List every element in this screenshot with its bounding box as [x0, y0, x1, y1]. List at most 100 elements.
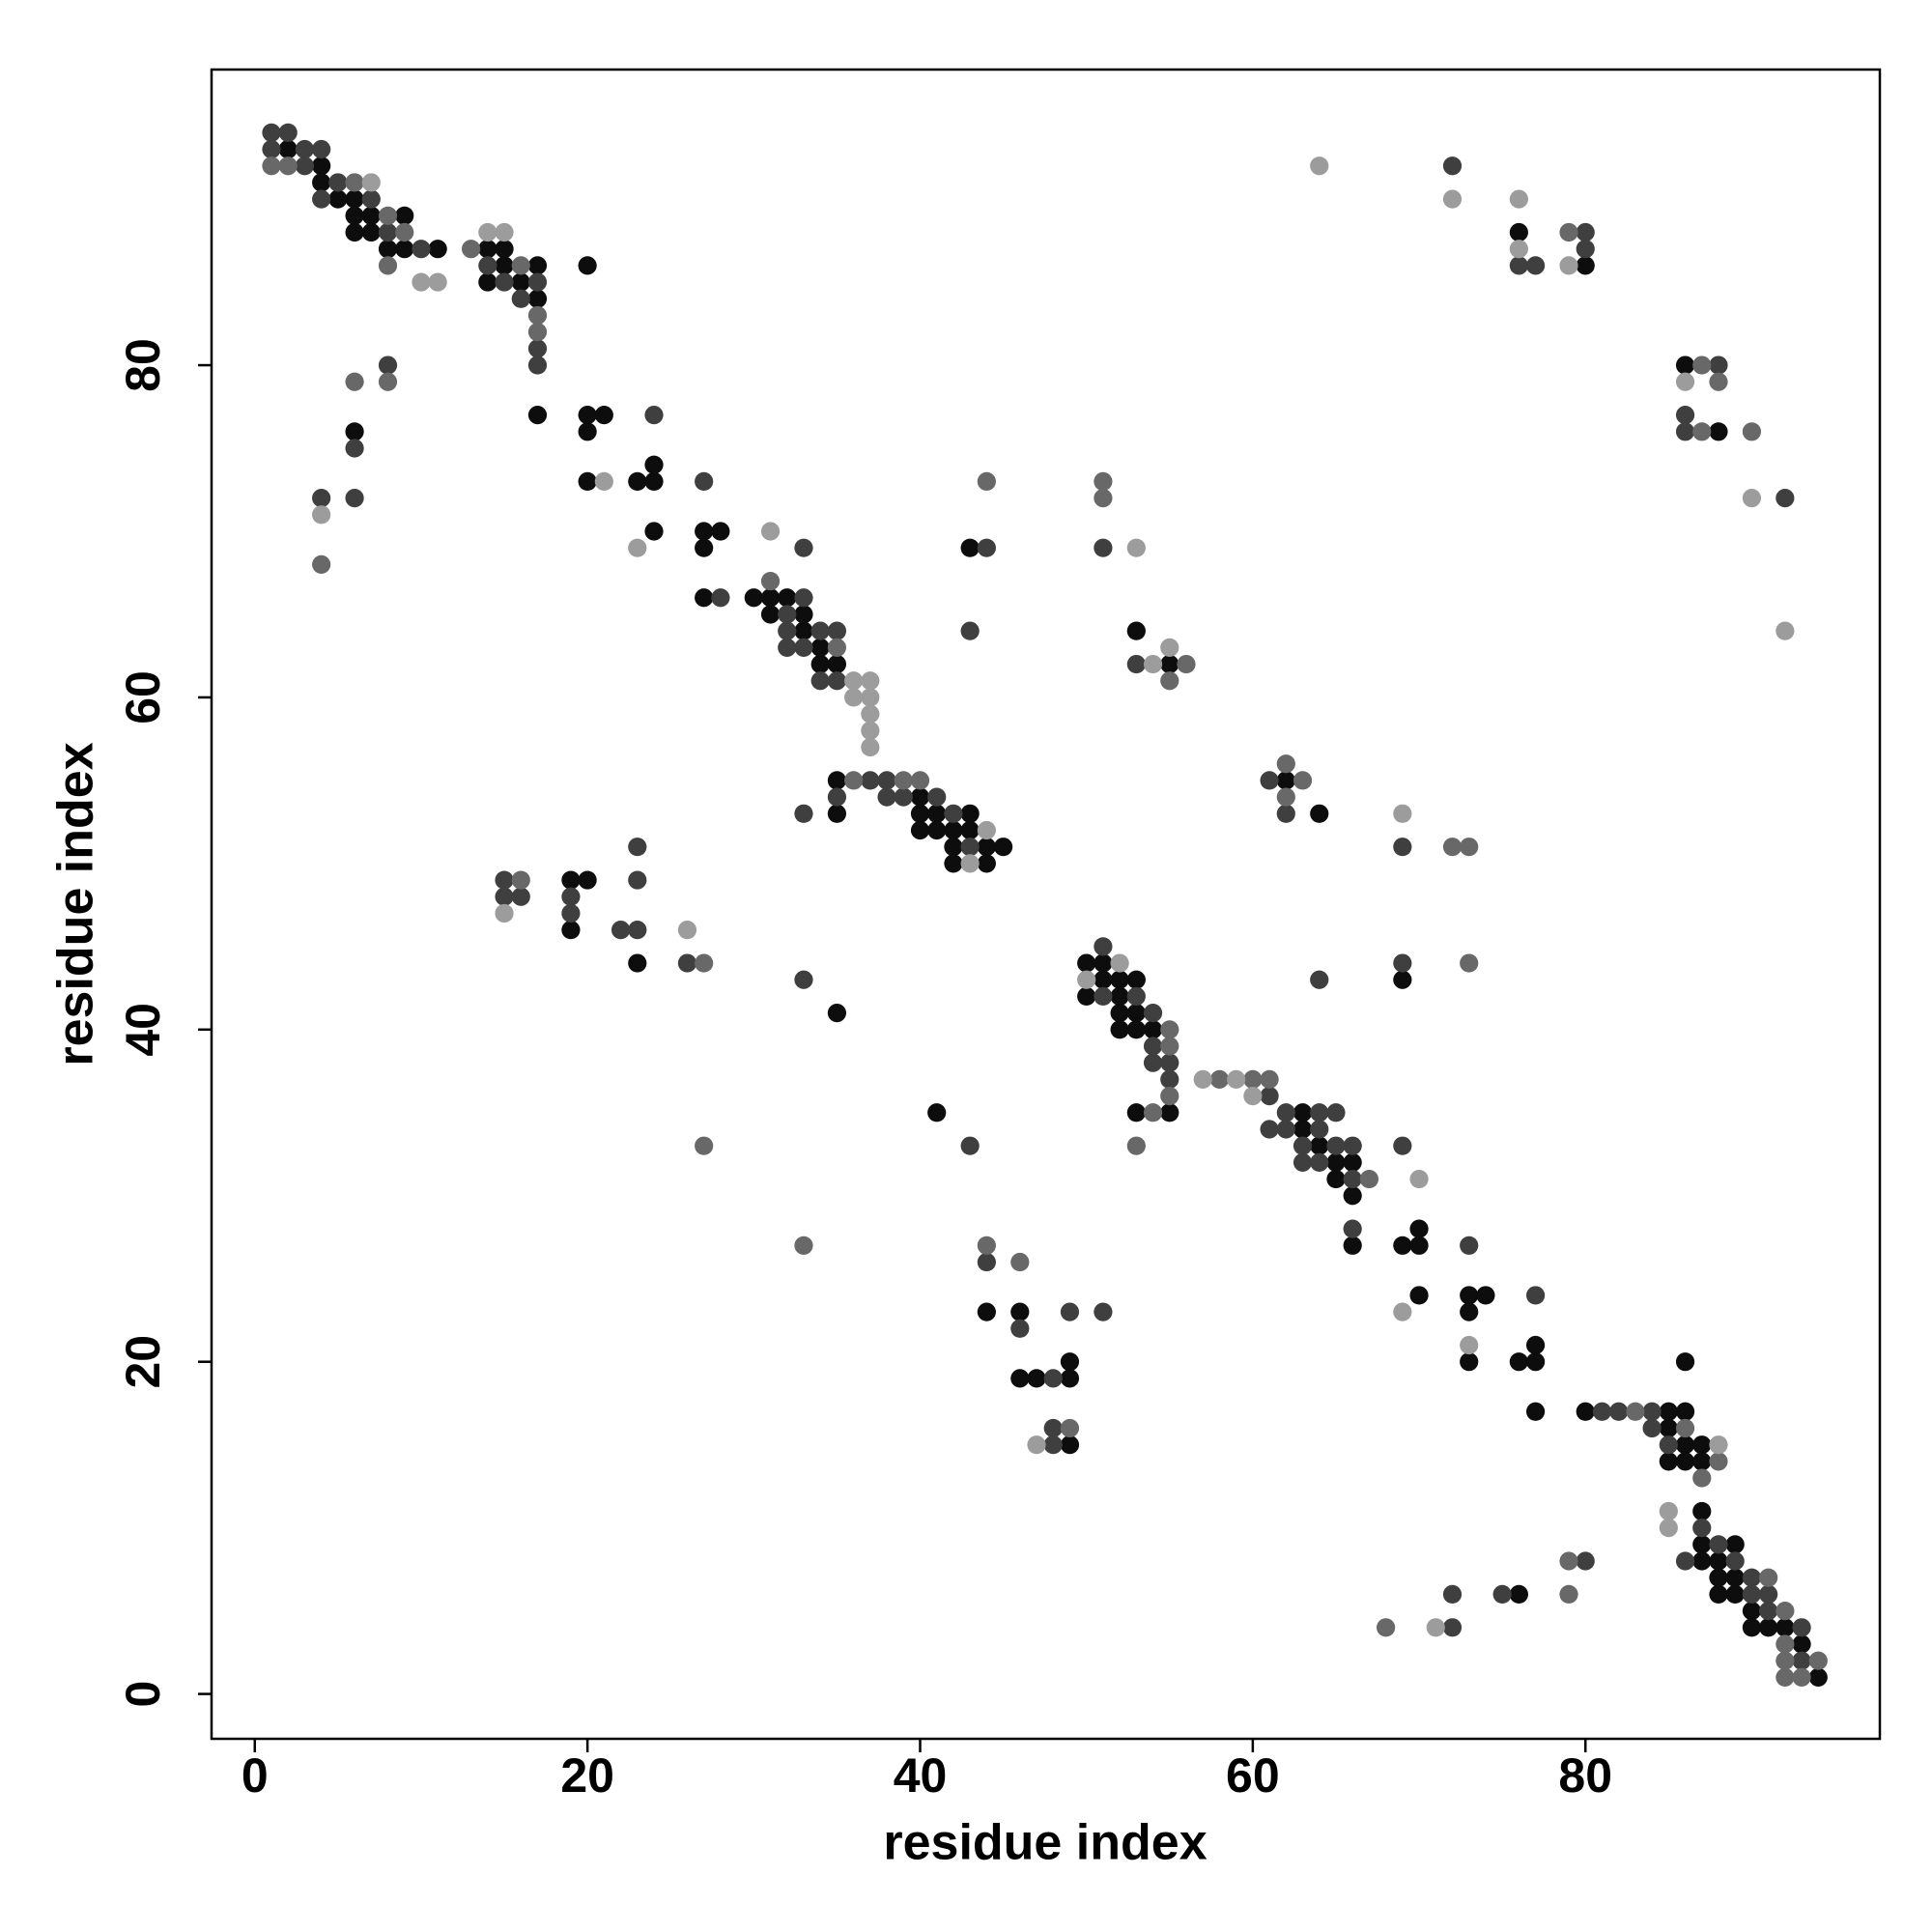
- point: [744, 588, 763, 608]
- point: [1110, 953, 1129, 973]
- point: [1293, 771, 1313, 790]
- point: [1675, 1352, 1695, 1372]
- point: [1692, 1501, 1712, 1521]
- point: [1759, 1602, 1778, 1621]
- point: [1043, 1369, 1063, 1388]
- point: [1576, 1551, 1595, 1571]
- point: [345, 489, 364, 508]
- point: [1509, 222, 1528, 242]
- point: [1094, 1302, 1113, 1321]
- point: [1160, 1069, 1179, 1089]
- point: [527, 323, 548, 342]
- point: [1776, 1618, 1795, 1637]
- point: [1675, 422, 1695, 441]
- point: [1442, 1584, 1463, 1605]
- point: [495, 887, 514, 906]
- point: [827, 804, 847, 823]
- point: [1776, 621, 1795, 640]
- point: [960, 838, 980, 857]
- point: [977, 838, 996, 857]
- x-tick-label: 60: [1226, 1748, 1280, 1803]
- y-axis-title: residue index: [48, 742, 104, 1065]
- point: [1393, 970, 1412, 989]
- point: [345, 189, 364, 209]
- point: [1576, 222, 1595, 242]
- point: [1576, 256, 1595, 275]
- point: [977, 1252, 996, 1272]
- point: [561, 921, 581, 940]
- point: [462, 240, 481, 259]
- point: [1326, 1103, 1346, 1122]
- point: [1725, 1568, 1745, 1587]
- point: [1509, 1352, 1528, 1372]
- point: [395, 240, 414, 259]
- point: [1492, 1584, 1512, 1605]
- point: [695, 522, 714, 541]
- point: [827, 1004, 847, 1023]
- point: [511, 887, 530, 906]
- point: [944, 854, 963, 873]
- point: [695, 1136, 714, 1155]
- point: [395, 206, 414, 225]
- point: [861, 737, 880, 757]
- point: [412, 240, 431, 259]
- point: [810, 654, 830, 674]
- point: [478, 256, 497, 275]
- point: [1343, 1186, 1362, 1206]
- point: [1476, 1286, 1495, 1305]
- point: [877, 771, 896, 790]
- point: [378, 206, 398, 225]
- point: [1393, 1136, 1412, 1155]
- point: [794, 804, 813, 823]
- point: [1126, 538, 1146, 557]
- point: [1576, 1402, 1595, 1421]
- point: [361, 222, 381, 242]
- point: [628, 953, 647, 973]
- point: [1709, 1535, 1728, 1554]
- x-axis-title: residue index: [883, 1815, 1207, 1871]
- point: [827, 771, 847, 790]
- point: [1460, 838, 1479, 857]
- point: [1276, 804, 1295, 823]
- point: [1442, 838, 1463, 857]
- point: [1742, 422, 1762, 441]
- point: [1094, 953, 1113, 973]
- point: [1559, 256, 1578, 275]
- point: [827, 654, 847, 674]
- point: [1776, 1651, 1795, 1670]
- point: [960, 1136, 980, 1155]
- point: [1525, 1352, 1546, 1372]
- point: [1409, 1169, 1429, 1189]
- point: [1559, 1584, 1578, 1605]
- point: [1759, 1584, 1778, 1605]
- point: [960, 820, 980, 840]
- point: [1559, 222, 1578, 242]
- point: [478, 222, 497, 242]
- point: [760, 588, 781, 608]
- point: [1160, 1053, 1179, 1072]
- point: [1310, 1136, 1329, 1155]
- point: [495, 240, 514, 259]
- point: [1776, 1634, 1795, 1654]
- point: [760, 605, 781, 624]
- point: [794, 1236, 813, 1255]
- point: [1709, 1551, 1728, 1571]
- point: [1027, 1369, 1046, 1388]
- point: [312, 156, 331, 176]
- point: [1759, 1618, 1778, 1637]
- point: [378, 240, 398, 259]
- point: [1043, 1418, 1063, 1438]
- point: [1742, 489, 1762, 508]
- y-tick-label: 0: [116, 1681, 170, 1708]
- point: [527, 305, 548, 326]
- point: [1126, 1004, 1146, 1023]
- point: [278, 156, 298, 176]
- point: [278, 123, 298, 142]
- point: [1675, 1418, 1695, 1438]
- point: [1160, 654, 1179, 674]
- point: [578, 870, 597, 890]
- point: [1310, 156, 1329, 176]
- point: [794, 588, 813, 608]
- point: [1792, 1667, 1811, 1687]
